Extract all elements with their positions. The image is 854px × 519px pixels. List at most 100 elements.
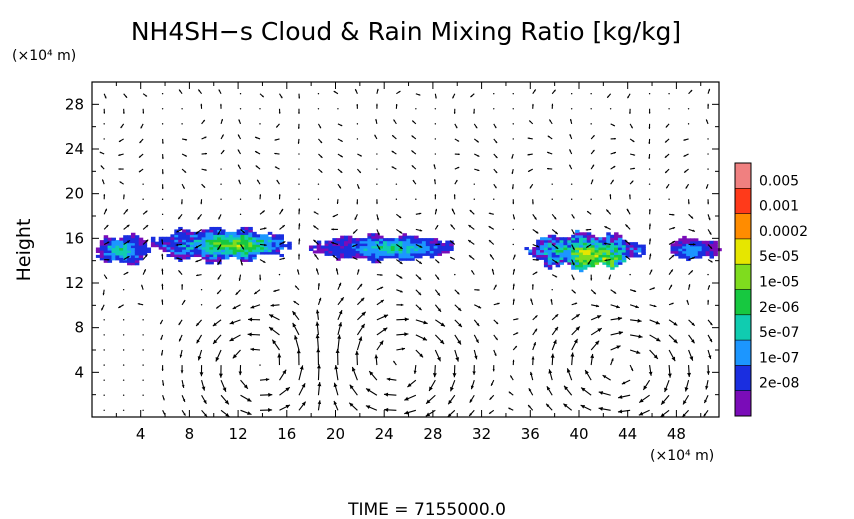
wind-vector <box>103 138 105 140</box>
cloud-cell <box>402 245 407 249</box>
cloud-cell <box>686 250 691 254</box>
cloud-cell <box>170 246 175 250</box>
wind-vector-head <box>673 339 678 344</box>
cloud-cell <box>567 261 572 265</box>
cloud-cell <box>425 250 431 254</box>
cloud-cell <box>217 236 222 240</box>
cloud-cell <box>625 247 631 251</box>
cloud-cell <box>107 249 113 254</box>
wind-vector-head <box>257 179 259 182</box>
cloud-cell <box>375 245 380 249</box>
cloud-cell <box>248 253 253 258</box>
cloud-cell <box>406 250 411 254</box>
wind-vector-head <box>238 164 240 167</box>
cloud-cell <box>578 251 584 256</box>
wind-vector-head <box>450 224 453 227</box>
wind-vector-head <box>457 139 460 142</box>
wind-vector-head <box>118 305 121 308</box>
wind-vector-head <box>418 276 422 280</box>
cloud-cell <box>193 236 199 240</box>
cloud-cell <box>540 242 545 246</box>
wind-vector-head <box>495 171 498 174</box>
wind-vector-head <box>161 239 164 242</box>
cloud-cell <box>410 240 415 244</box>
cloud-cell <box>386 247 392 251</box>
cloud-cell <box>532 249 537 253</box>
cloud-cell <box>355 243 361 247</box>
cloud-cell <box>134 237 140 241</box>
cloud-cell <box>185 246 191 250</box>
cloud-cell <box>178 244 183 248</box>
cloud-cell <box>641 247 646 251</box>
cloud-cell <box>433 250 439 254</box>
wind-vector-head <box>264 243 267 247</box>
cloud-cell <box>271 241 277 245</box>
cloud-cell <box>617 249 623 253</box>
wind-vector <box>551 198 553 200</box>
cloud-cell <box>119 249 124 254</box>
wind-vector-head <box>179 89 181 92</box>
wind-vector-head <box>633 167 635 170</box>
colorbar-swatch <box>735 365 751 391</box>
wind-vector-head <box>670 284 672 287</box>
cloud-cell <box>256 244 261 248</box>
cloud-cell <box>344 235 349 239</box>
cloud-cell <box>614 259 619 263</box>
wind-vector-head <box>511 156 514 159</box>
cloud-cell <box>174 244 179 248</box>
cloud-cell <box>682 248 687 252</box>
cloud-cell <box>575 237 580 241</box>
wind-vector-head <box>513 268 515 272</box>
cloud-cell <box>213 241 218 245</box>
cloud-cell <box>107 254 113 258</box>
wind-vector <box>648 168 651 170</box>
cloud-cell <box>586 247 592 251</box>
cloud-cell <box>543 254 549 258</box>
wind-vector-head <box>232 306 237 309</box>
cloud-cell <box>606 249 611 253</box>
wind-vector-head <box>580 405 586 409</box>
cloud-cell <box>594 244 600 248</box>
wind-vector-head <box>404 410 409 415</box>
cloud-cell <box>410 252 415 256</box>
cloud-cell <box>386 245 392 249</box>
wind-vector <box>512 93 514 95</box>
cloud-cell <box>150 236 156 240</box>
cloud-cell <box>625 242 631 246</box>
wind-vector-head <box>122 112 125 114</box>
wind-vector-head <box>590 278 593 281</box>
cloud-cell <box>590 234 596 238</box>
wind-vector-head <box>595 340 600 346</box>
cloud-cell <box>232 239 238 243</box>
wind-vector-head <box>625 224 628 227</box>
wind-vector-head <box>683 138 686 141</box>
wind-vector-head <box>340 170 343 173</box>
cloud-cell <box>594 239 600 243</box>
cloud-cell <box>559 261 565 265</box>
cloud-cell <box>441 243 446 247</box>
cloud-cell <box>398 257 404 261</box>
cloud-cell <box>586 259 592 263</box>
wind-vector-head <box>399 230 403 234</box>
cloud-cell <box>166 244 172 248</box>
wind-vector-head <box>398 91 401 93</box>
wind-vector-head <box>611 358 614 362</box>
cloud-cell <box>678 240 683 244</box>
wind-vector-head <box>671 302 674 305</box>
cloud-cell <box>610 247 615 251</box>
wind-vector-head <box>581 387 586 392</box>
wind-vector-head <box>563 403 568 408</box>
wind-vector-head <box>691 322 695 326</box>
cloud-cell <box>134 259 140 263</box>
wind-vector-head <box>161 268 164 271</box>
wind-vector-head <box>296 349 301 354</box>
wind-vector-head <box>665 125 668 128</box>
cloud-cell <box>682 235 687 239</box>
cloud-cell <box>174 246 179 250</box>
wind-vector-head <box>419 245 423 248</box>
wind-vector-head <box>621 381 626 385</box>
wind-vector-head <box>357 186 360 189</box>
cloud-cell <box>709 243 714 247</box>
cloud-cell <box>547 259 553 263</box>
wind-vector-head <box>398 215 402 218</box>
